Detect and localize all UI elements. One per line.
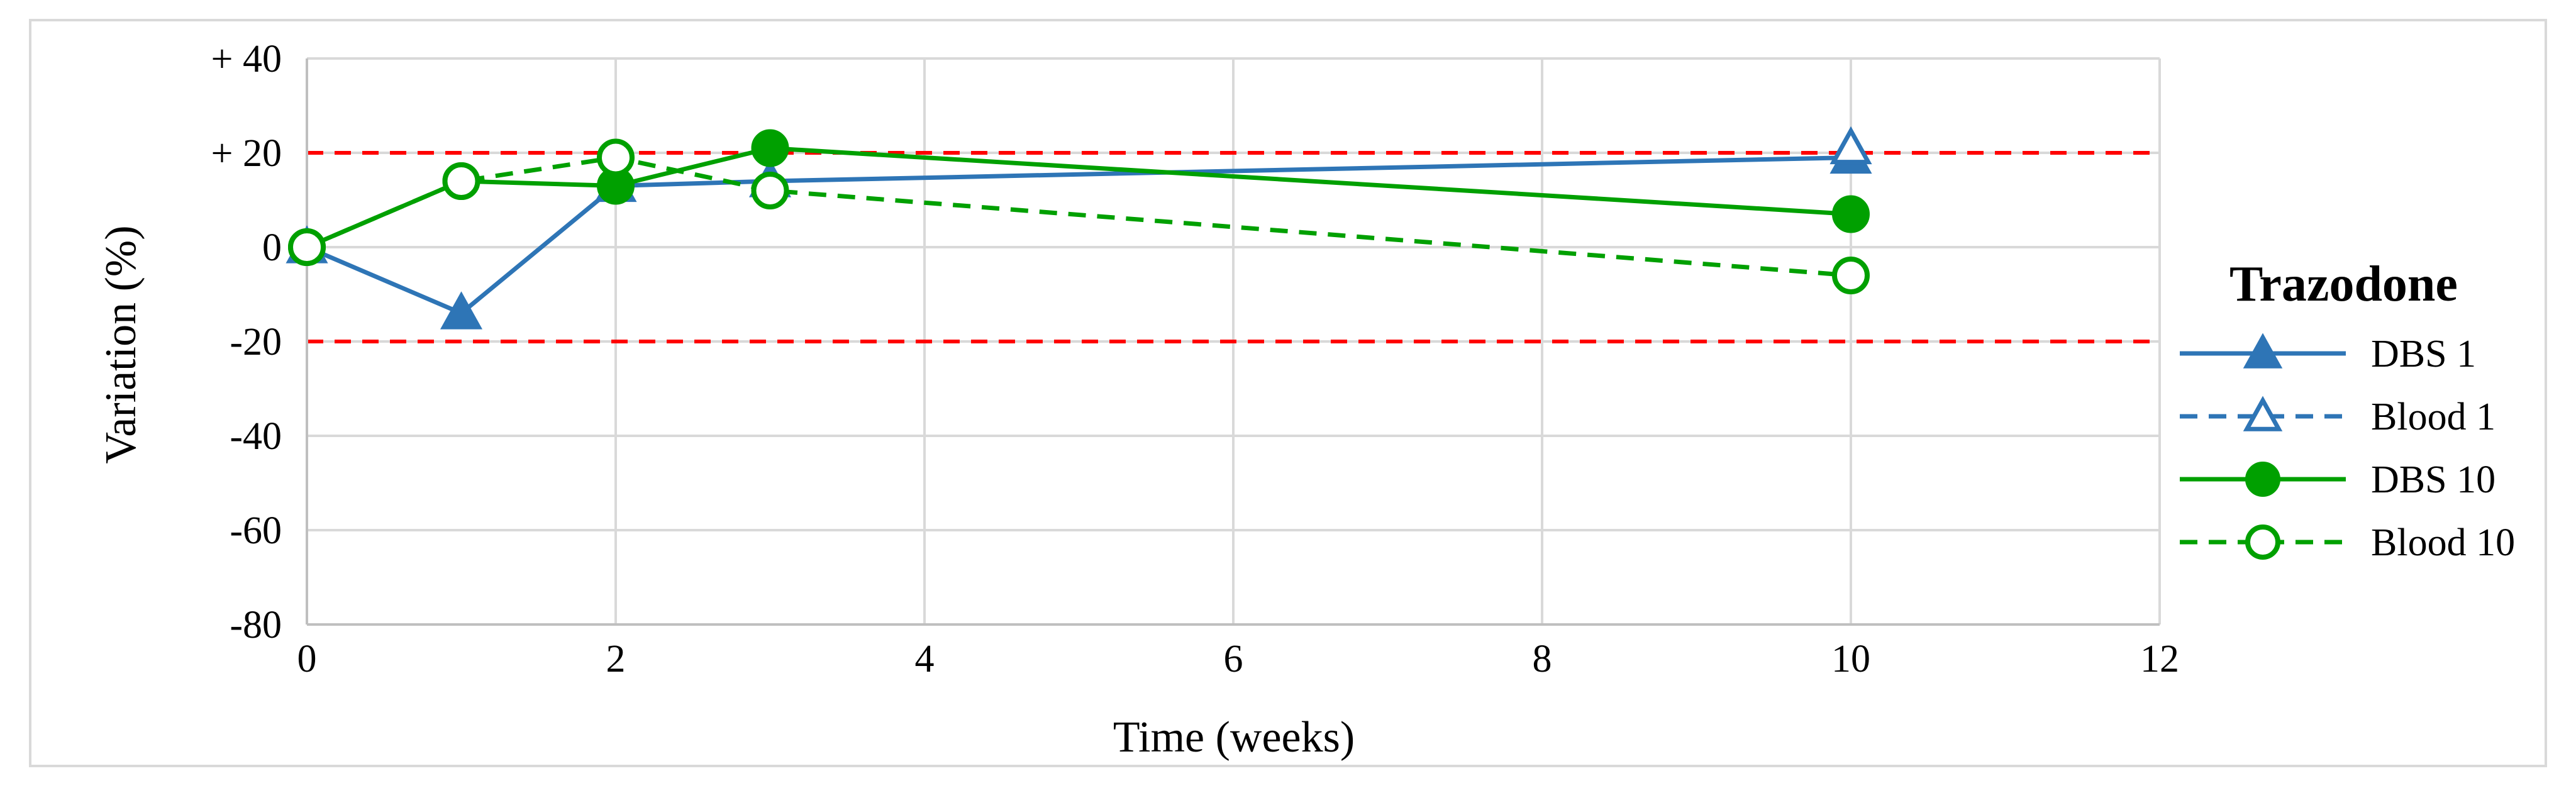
- data-point: [751, 129, 789, 167]
- legend-label: DBS 10: [2371, 458, 2496, 501]
- y-tick-label: + 40: [211, 38, 282, 80]
- legend-marker: [2245, 462, 2280, 497]
- legend-item: Blood 1: [2180, 396, 2496, 438]
- x-tick-label: 12: [2140, 638, 2179, 680]
- data-point: [288, 228, 326, 266]
- legend-label: DBS 1: [2371, 333, 2476, 375]
- y-tick-label: -20: [230, 321, 282, 363]
- y-tick-label: + 20: [211, 132, 282, 175]
- tick-labels: + 40 + 20 0 -20 -40 -60 -80 0 2 4 6 8 10 12: [211, 38, 2179, 680]
- legend-label: Blood 10: [2371, 521, 2515, 564]
- data-point: [751, 172, 789, 209]
- y-tick-label: -60: [230, 509, 282, 552]
- x-tick-label: 2: [606, 638, 626, 680]
- data-point: [442, 162, 480, 200]
- x-tick-label: 6: [1224, 638, 1243, 680]
- data-point: [1832, 195, 1870, 233]
- x-axis-title: Time (weeks): [1113, 713, 1355, 762]
- series-blood-1: [1829, 126, 1872, 165]
- legend-marker: [2243, 396, 2283, 431]
- chart-frame: [29, 19, 2547, 767]
- y-tick-label: 0: [262, 226, 282, 269]
- legend-marker: [2245, 524, 2280, 560]
- x-tick-label: 0: [297, 638, 317, 680]
- axes: [306, 58, 2160, 626]
- data-point: [440, 291, 483, 330]
- x-tick-label: 8: [1533, 638, 1552, 680]
- data-point: [597, 138, 635, 177]
- y-tick-label: -40: [230, 415, 282, 458]
- y-tick-label: -80: [230, 604, 282, 646]
- data-point: [1832, 257, 1870, 294]
- legend-title: Trazodone: [2229, 257, 2458, 312]
- series-dbs-10: [288, 129, 1870, 266]
- legend-item: DBS 1: [2180, 333, 2476, 375]
- x-tick-label: 10: [1831, 638, 1870, 680]
- y-axis-title: Variation (%): [97, 225, 145, 463]
- legend-items: DBS 1 Blood 1 DBS 10 Blood 10: [2180, 333, 2515, 564]
- legend-label: Blood 1: [2371, 396, 2496, 438]
- series-layer: [286, 126, 1872, 330]
- data-point: [1829, 126, 1872, 165]
- legend-item: DBS 10: [2180, 458, 2496, 501]
- series-line: [306, 155, 1852, 316]
- legend-item: Blood 10: [2180, 521, 2515, 564]
- legend: Trazodone DBS 1 Blood 1 DBS 10 Blood 10: [2180, 257, 2515, 564]
- series-blood-10: [288, 138, 1870, 294]
- x-tick-label: 4: [915, 638, 935, 680]
- legend-marker: [2243, 333, 2283, 369]
